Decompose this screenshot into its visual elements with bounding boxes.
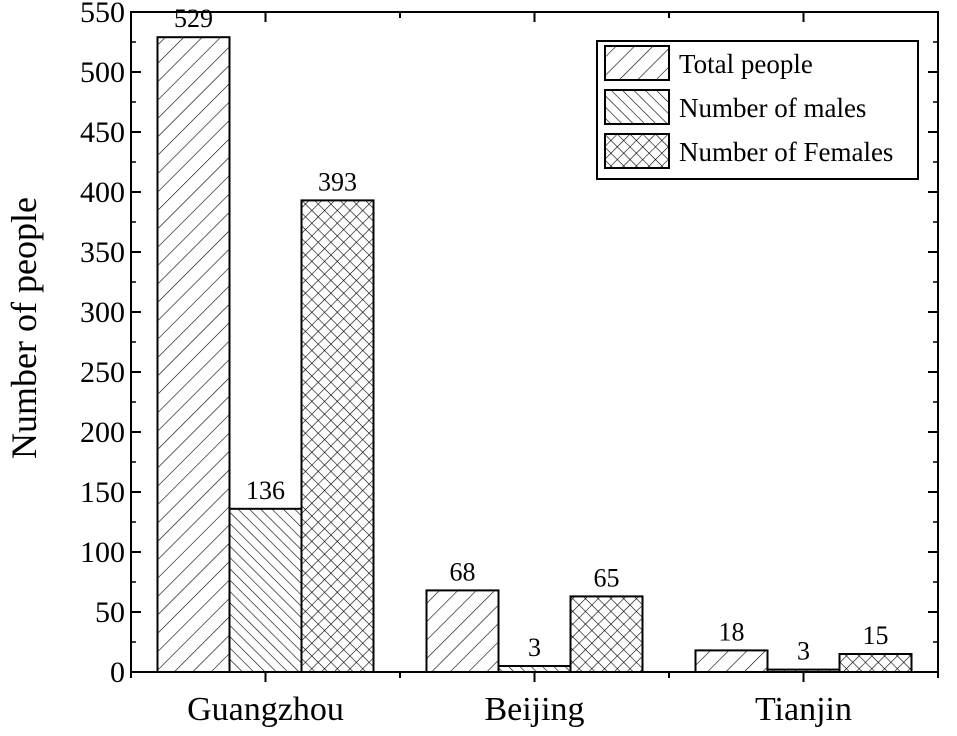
y-axis-title-group: Number of people — [4, 197, 44, 459]
y-tick-label: 50 — [95, 596, 125, 629]
bar-value-label: 68 — [450, 557, 476, 586]
y-tick-label: 500 — [80, 56, 125, 89]
y-tick-label: 550 — [80, 0, 125, 29]
bar-value-label: 529 — [174, 4, 213, 33]
y-tick-label: 200 — [80, 416, 125, 449]
legend-label: Total people — [679, 49, 813, 79]
x-category-label: Guangzhou — [187, 691, 344, 728]
y-tick-label: 250 — [80, 356, 125, 389]
legend-swatch — [604, 45, 670, 81]
legend: Total people Number of males Number of Fem… — [596, 40, 919, 180]
y-tick-label: 350 — [80, 236, 125, 269]
y-tick-label: 300 — [80, 296, 125, 329]
bar-value-label: 393 — [318, 167, 357, 196]
bar-forward-diagonal — [694, 649, 769, 674]
y-tick-label: 100 — [80, 536, 125, 569]
bar-value-label: 15 — [863, 621, 889, 650]
bar-value-label: 18 — [719, 617, 745, 646]
x-category-label: Tianjin — [755, 691, 852, 728]
bar-forward-diagonal — [156, 36, 231, 673]
bar-value-label: 3 — [797, 637, 810, 666]
y-axis-ticks: 0 50 100 150 200 250 300 350 400 450 500 550 — [80, 0, 938, 689]
bar-forward-diagonal — [425, 589, 500, 674]
bar-value-label: 65 — [594, 563, 620, 592]
bar-crosshatch — [838, 653, 913, 673]
x-category-label: Beijing — [484, 691, 584, 728]
legend-label: Number of Females — [679, 137, 893, 167]
legend-swatch — [604, 133, 670, 169]
legend-swatch — [604, 89, 670, 125]
plot-area-frame — [130, 11, 939, 673]
data-labels-group: 529 136 393 68 3 65 18 3 15 — [174, 4, 889, 665]
y-tick-label: 400 — [80, 176, 125, 209]
bar-crosshatch — [300, 199, 375, 673]
y-tick-label: 0 — [110, 656, 125, 689]
bar-backward-diagonal — [228, 507, 303, 673]
y-tick-label: 150 — [80, 476, 125, 509]
category-labels-group: Guangzhou Beijing Tianjin — [187, 691, 852, 728]
bar-value-label: 3 — [528, 633, 541, 662]
y-tick-label: 450 — [80, 116, 125, 149]
legend-label: Number of males — [679, 93, 866, 123]
x-axis-ticks — [130, 12, 939, 682]
bar-crosshatch — [569, 595, 644, 674]
y-axis-title: Number of people — [4, 197, 44, 459]
bar-value-label: 136 — [246, 476, 285, 505]
